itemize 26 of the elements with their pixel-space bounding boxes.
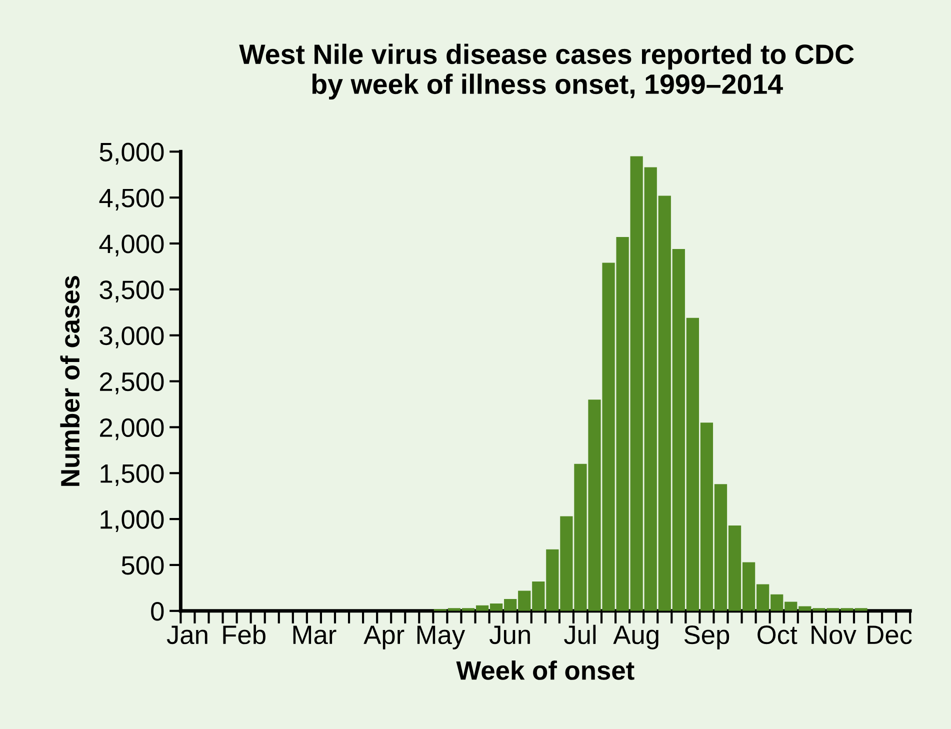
x-tick-label: Aug	[613, 626, 658, 650]
y-tick-label: 2,000	[100, 418, 164, 440]
y-tick-label: 3,000	[100, 326, 164, 348]
x-tick-label: Jul	[564, 624, 596, 644]
y-tick-label: 4,500	[99, 188, 164, 210]
y-tick-label: 1,000	[100, 510, 164, 532]
chart-title: West Nile virus disease cases reported to CDC by week of illness onset, 1999–2014	[239, 44, 854, 100]
x-tick-label: Jun	[489, 626, 530, 644]
x-tick-label: Jan	[166, 626, 208, 644]
x-tick-label: Feb	[223, 624, 266, 644]
y-tick-label: 4,000	[99, 234, 164, 256]
x-tick-label: Dec	[868, 626, 912, 644]
y-tick-label: 500	[122, 556, 164, 575]
x-tick-label: Sep	[684, 625, 730, 650]
x-tick-label: Mar	[293, 626, 336, 644]
y-tick-label: 0	[151, 602, 164, 621]
x-tick-label: Oct	[758, 625, 798, 644]
y-axis-title: Number of cases	[60, 276, 80, 486]
x-tick-label: Apr	[364, 626, 404, 650]
y-tick-label: 1,500	[100, 464, 164, 486]
x-axis-title: Week of onset	[456, 660, 634, 680]
y-tick-label: 2,500	[100, 372, 164, 394]
x-tick-label: May	[417, 626, 466, 650]
y-tick-label: 3,500	[100, 280, 164, 302]
y-tick-label: 5,000	[100, 142, 164, 165]
x-tick-label: Nov	[812, 626, 856, 644]
